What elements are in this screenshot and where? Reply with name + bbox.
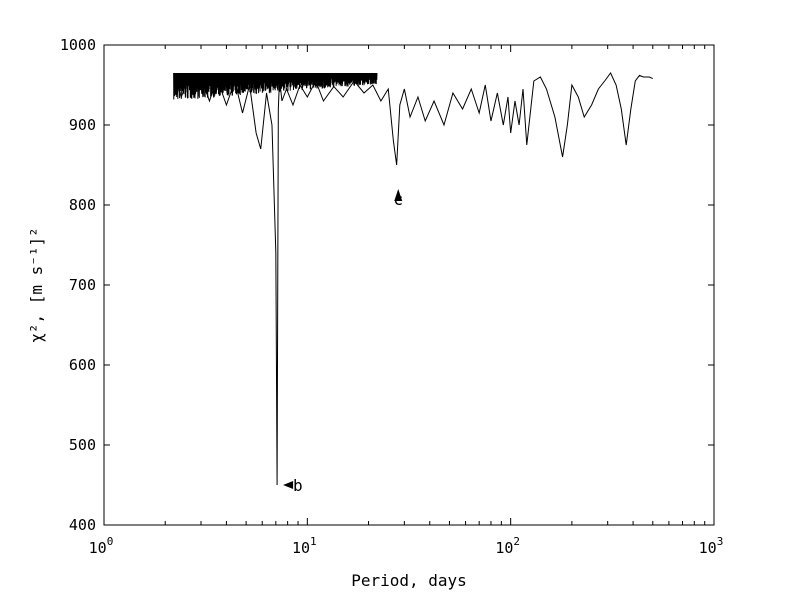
annotation-arrowhead-c <box>394 189 403 201</box>
annotation-label-b: b <box>293 476 303 495</box>
y-tick-label: 500 <box>69 436 96 454</box>
y-tick-label: 900 <box>69 116 96 134</box>
x-tick-label: 101 <box>292 535 317 557</box>
noise-trace <box>173 72 378 100</box>
x-tick-label: 102 <box>495 535 520 557</box>
y-tick-label: 700 <box>69 276 96 294</box>
noise-band <box>173 72 378 100</box>
y-axis-label: χ², [m s⁻¹]² <box>27 227 46 343</box>
x-axis-label: Period, days <box>351 571 467 590</box>
series-group <box>173 72 653 486</box>
y-tick-label: 1000 <box>60 36 96 54</box>
annotations: bc <box>283 189 403 495</box>
y-tick-label: 800 <box>69 196 96 214</box>
y-tick-label: 400 <box>69 516 96 534</box>
series-line <box>173 72 653 486</box>
annotation-label-c: c <box>393 190 403 209</box>
annotation-arrowhead-b <box>283 481 294 489</box>
ticks: 400 500 600 700 800 900 1000 100 101 102 103 <box>60 36 723 557</box>
y-tick-label: 600 <box>69 356 96 374</box>
x-tick-label: 100 <box>89 535 114 557</box>
x-tick-label: 103 <box>699 535 724 557</box>
